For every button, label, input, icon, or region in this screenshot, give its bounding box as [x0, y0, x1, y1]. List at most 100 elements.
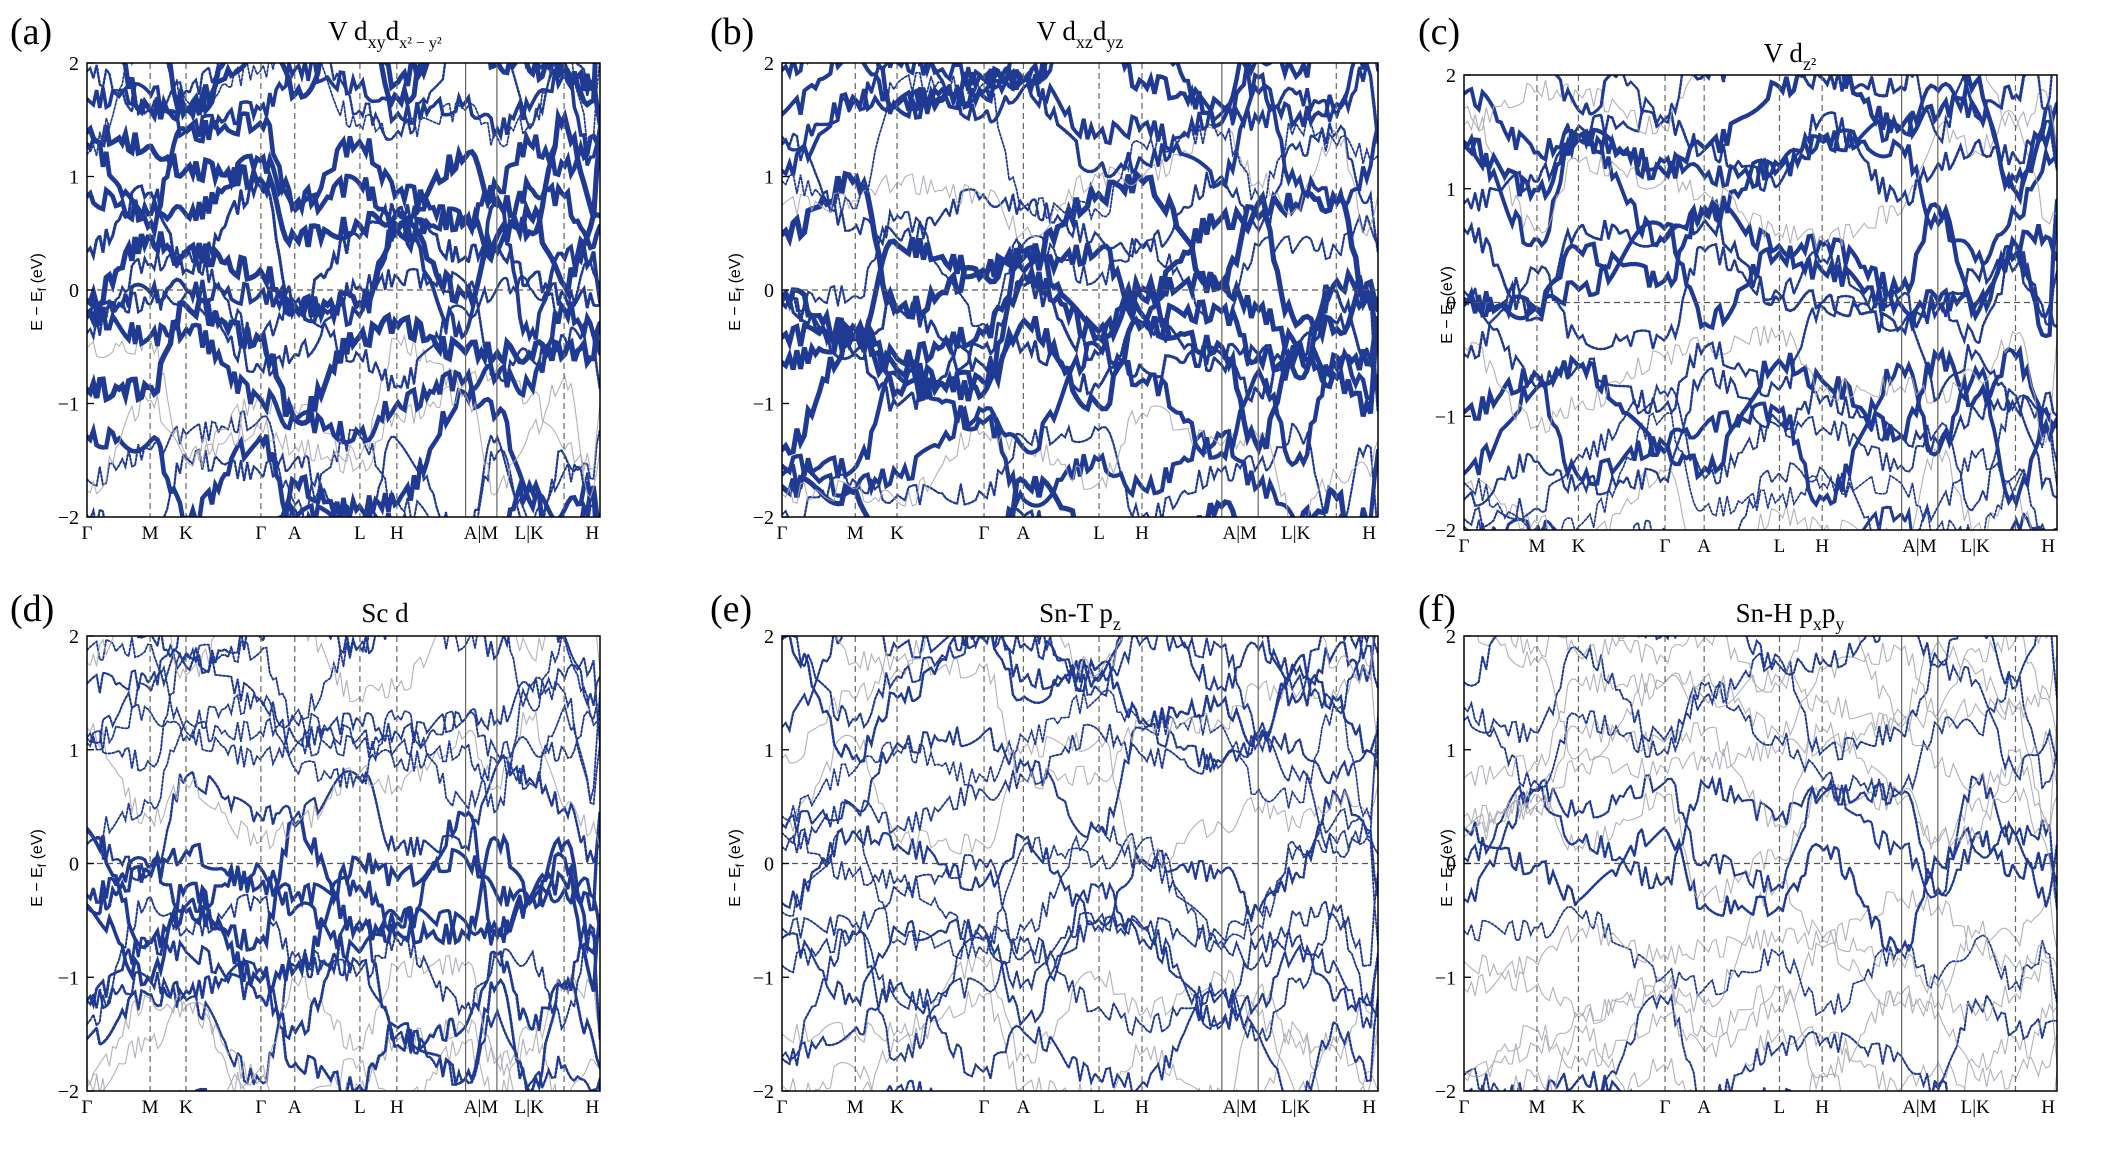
- band-plot-area: [86, 635, 601, 1092]
- band-line: [833, 636, 1374, 685]
- panel-d: (d) Sc d E − Ef (eV) −2 −1 0 1 2 Γ M K Γ…: [10, 588, 601, 1118]
- y-tick-labels: −2 −1 0 1 2: [58, 53, 79, 529]
- band-plot-area: [86, 62, 601, 518]
- projected-band: [1467, 1070, 1949, 1091]
- projected-band: [1554, 75, 2027, 126]
- bands: [782, 636, 1378, 1091]
- panel-label: (d): [10, 588, 54, 630]
- k-path-labels: Γ M K Γ A L H A|M L|K H: [777, 1097, 1377, 1118]
- y-tick-labels: −2 −1 0 1 2: [58, 626, 79, 1103]
- k-point-label: A: [1017, 523, 1031, 544]
- band-line: [1512, 1026, 2057, 1091]
- projected-band: [87, 847, 600, 995]
- projected-band: [782, 286, 1378, 412]
- y-axis-label: E − Ef (eV): [727, 253, 747, 331]
- k-point-label: H: [1815, 536, 1829, 557]
- y-tick-label: −2: [1435, 520, 1456, 542]
- band-line: [782, 126, 1378, 239]
- y-tick-label: 0: [69, 854, 79, 876]
- k-point-label: L: [354, 1097, 366, 1118]
- y-tick-label: −1: [753, 394, 774, 416]
- k-point-label: H: [1135, 1097, 1149, 1118]
- projected-band: [87, 641, 600, 772]
- band-line: [1464, 783, 2057, 911]
- projected-band: [782, 167, 1378, 320]
- y-tick-label: 1: [1446, 179, 1456, 201]
- k-point-label: H: [390, 1097, 404, 1118]
- y-tick-label: 0: [1446, 293, 1456, 315]
- band-line: [87, 374, 600, 499]
- panel-c: (c) V dz² E − Ef (eV) −2 −1 0 1 2 Γ M K …: [1418, 11, 2058, 557]
- projected-band: [782, 67, 1378, 213]
- k-point-label: Γ: [82, 523, 93, 544]
- k-point-label: L|K: [515, 1097, 544, 1118]
- k-point-label: Γ: [1660, 536, 1671, 557]
- k-point-label: H: [585, 523, 599, 544]
- k-path-labels: Γ M K Γ A L H A|M L|K H: [1459, 536, 2056, 557]
- y-tick-label: 2: [69, 626, 79, 648]
- k-point-label: Γ: [777, 523, 788, 544]
- projected-band: [782, 979, 1378, 1091]
- projected-band: [1464, 382, 2057, 529]
- band-line: [1464, 879, 2057, 1022]
- panel-label: (b): [710, 11, 754, 53]
- k-point-label: M: [847, 1097, 864, 1118]
- projected-band: [87, 299, 600, 445]
- k-point-label: H: [585, 1097, 599, 1118]
- projected-band: [782, 339, 1378, 480]
- projected-band: [87, 385, 600, 517]
- band-line: [87, 1018, 514, 1091]
- band-line: [1464, 942, 2057, 1090]
- projected-band: [782, 912, 1378, 1044]
- band-line: [1464, 958, 2057, 1082]
- projected-band: [87, 647, 600, 748]
- k-point-label: L|K: [1281, 1097, 1310, 1118]
- projected-band: [782, 915, 1378, 1064]
- y-tick-label: 2: [69, 53, 79, 75]
- projected-band: [121, 63, 598, 124]
- band-plot-area: [1463, 635, 2058, 1092]
- k-path-labels: Γ M K Γ A L H A|M L|K H: [82, 1097, 600, 1118]
- k-point-label: L|K: [1281, 523, 1310, 544]
- projected-band: [87, 636, 600, 743]
- band-line: [1470, 636, 2057, 761]
- k-point-label: K: [1572, 536, 1586, 557]
- k-point-label: K: [890, 523, 904, 544]
- k-point-label: L|K: [1961, 1097, 1990, 1118]
- bands: [782, 63, 1378, 517]
- projected-band: [87, 181, 600, 310]
- y-tick-label: −1: [58, 394, 79, 416]
- projected-band: [1464, 195, 2057, 322]
- y-tick-labels: −2 −1 0 1 2: [753, 53, 774, 529]
- k-point-label: L|K: [515, 523, 544, 544]
- k-point-label: A: [1017, 1097, 1031, 1118]
- y-axis-label: E − Ef (eV): [727, 829, 747, 907]
- projected-band: [1464, 198, 2057, 339]
- k-point-label: Γ: [1459, 1097, 1470, 1118]
- k-point-label: A|M: [1902, 536, 1937, 557]
- k-point-label: K: [179, 1097, 193, 1118]
- projected-band: [782, 405, 1378, 517]
- band-line: [1510, 636, 2057, 719]
- band-line: [137, 636, 510, 675]
- y-tick-label: 0: [1446, 854, 1456, 876]
- projected-band: [1464, 774, 2057, 911]
- k-path-labels: Γ M K Γ A L H A|M L|K H: [777, 523, 1377, 544]
- band-line: [1554, 1024, 2057, 1091]
- projected-band: [782, 808, 1378, 947]
- band-line: [1464, 670, 2057, 792]
- k-point-label: H: [2041, 536, 2055, 557]
- y-tick-label: 1: [764, 167, 774, 189]
- projected-band: [782, 207, 1378, 328]
- k-point-label: A: [1697, 536, 1711, 557]
- projected-band: [87, 916, 600, 1053]
- y-tick-label: 0: [764, 280, 774, 302]
- y-tick-label: −2: [1435, 1081, 1456, 1103]
- y-tick-label: −1: [1435, 967, 1456, 989]
- panel-title: Sc d: [361, 598, 409, 628]
- band-line: [1464, 325, 2057, 444]
- k-point-label: L|K: [1961, 536, 1990, 557]
- y-tick-label: 1: [69, 740, 79, 762]
- k-point-label: L: [1774, 1097, 1786, 1118]
- projected-band: [87, 893, 600, 1032]
